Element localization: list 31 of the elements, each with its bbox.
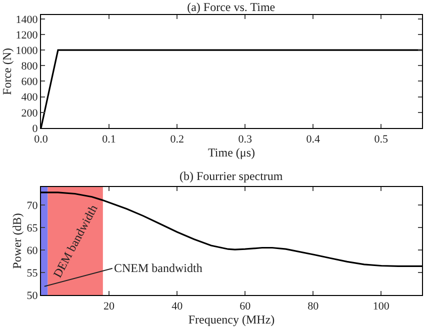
y-tick-label: 70 xyxy=(26,200,38,212)
y-tick-label: 1200 xyxy=(16,29,38,42)
x-tick-label: 20 xyxy=(104,300,116,312)
x-tick-label: 0.2 xyxy=(170,133,184,146)
y-tick-label: 1400 xyxy=(16,14,38,26)
y-axis-title: Force (N) xyxy=(0,48,14,95)
y-tick-label: 50 xyxy=(26,290,38,302)
x-tick-label: 0.4 xyxy=(306,133,321,146)
x-tick-label: 0.1 xyxy=(102,133,116,146)
x-tick-label: 60 xyxy=(240,300,252,312)
y-tick-label: 1000 xyxy=(16,44,38,57)
y-tick-label: 55 xyxy=(26,267,38,280)
x-tick-label: 0.3 xyxy=(238,133,252,146)
y-tick-label: 600 xyxy=(21,76,38,88)
x-tick-label: 100 xyxy=(372,300,390,312)
x-tick-label: 40 xyxy=(172,300,184,312)
chart-title: (a) Force vs. Time xyxy=(187,0,276,14)
y-tick-label: 0 xyxy=(32,122,38,135)
y-tick-label: 200 xyxy=(21,107,38,120)
y-tick-label: 800 xyxy=(21,60,38,73)
y-tick-label: 65 xyxy=(26,222,38,234)
y-axis-title: Power (dB) xyxy=(10,213,24,269)
y-tick-label: 400 xyxy=(21,92,38,104)
y-tick-label: 60 xyxy=(26,244,38,257)
x-tick-label: 80 xyxy=(308,300,320,312)
x-axis-title: Frequency (MHz) xyxy=(188,312,275,326)
x-tick-label: 0.5 xyxy=(374,133,389,146)
x-axis-title: Time (μs) xyxy=(208,145,255,160)
chart-title: (b) Fourrier spectrum xyxy=(179,169,284,184)
band-label: CNEM bandwidth xyxy=(114,261,202,275)
x-tick-label: 0.0 xyxy=(34,133,48,146)
